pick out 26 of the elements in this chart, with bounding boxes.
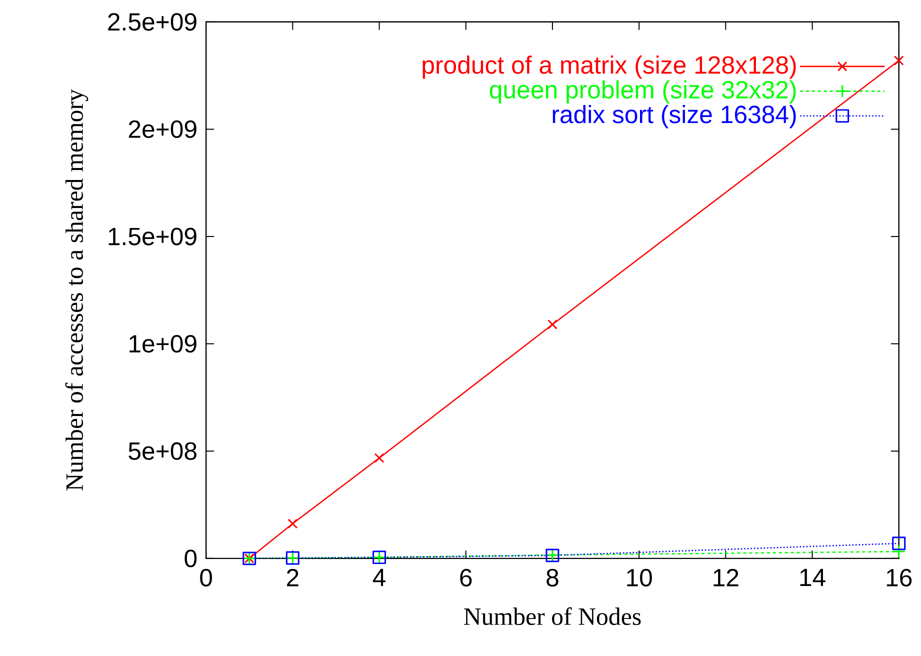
y-tick-label: 2e+09 — [128, 120, 196, 138]
y-tick-label: 2.5e+09 — [108, 13, 196, 31]
x-tick-label: 16 — [886, 568, 912, 587]
y-tick-label: 5e+08 — [128, 442, 196, 460]
point — [547, 320, 558, 330]
point — [288, 518, 298, 529]
y-tick-label: 1.5e+09 — [108, 228, 196, 246]
x-axis-title: Number of Nodes — [464, 607, 641, 626]
x-tick-label: 6 — [460, 568, 472, 587]
x-tick-label: 0 — [200, 568, 212, 587]
legend-label: queen problem (size 32x32) — [490, 80, 796, 104]
legend-label: radix sort (size 16384) — [552, 105, 796, 128]
point — [892, 544, 906, 558]
x-tick-label: 8 — [546, 568, 558, 587]
legend-label: product of a matrix (size 128x128) — [422, 56, 796, 79]
y-tick-label: 1e+09 — [130, 335, 196, 353]
y-tick-label: 0 — [184, 550, 197, 568]
x-tick-label: 2 — [286, 568, 298, 586]
point — [374, 453, 384, 463]
x-tick-label: 12 — [714, 568, 738, 586]
point — [892, 536, 906, 550]
x-tick-label: 10 — [627, 568, 652, 587]
x-tick-label: 14 — [800, 568, 826, 586]
y-axis-title: Number of accesses to a shared memory — [65, 89, 88, 491]
point — [894, 56, 904, 66]
x-tick-label: 4 — [372, 568, 386, 586]
